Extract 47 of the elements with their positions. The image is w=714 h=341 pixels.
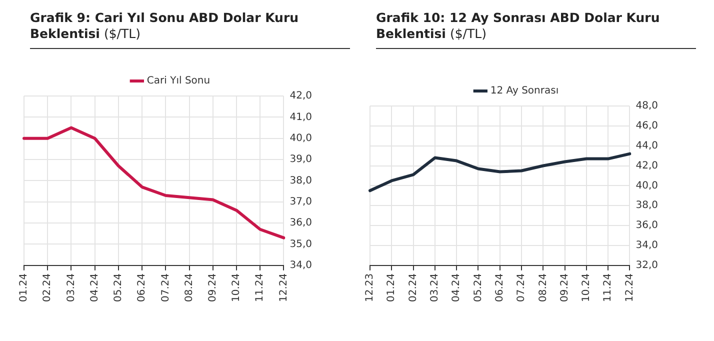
y-tick-label: 32,0 [636,260,658,271]
x-tick-label: 09.24 [207,273,218,302]
x-tick-label: 10.24 [581,273,592,302]
legend-label: Cari Yıl Sonu [146,76,210,87]
x-tick-label: 05.24 [472,273,484,302]
chart-title: Grafik 9: Cari Yıl Sonu ABD Dolar Kuru Beklentisi ($/TL) [30,10,299,41]
x-tick-label: 07.24 [516,273,528,302]
x-tick-label: 03.24 [430,273,441,302]
y-tick-label: 38,0 [290,175,312,186]
x-tick-label: 09.24 [559,273,570,302]
y-tick-label: 36,0 [290,218,312,229]
x-tick-label: 03.24 [66,273,77,302]
y-tick-label: 42,0 [636,160,658,172]
legend-label: 12 Ay Sonrası [490,86,559,97]
y-tick-label: 44,0 [636,140,658,152]
y-tick-label: 42,0 [290,90,312,102]
x-tick-label: 02.24 [408,273,419,302]
x-tick-label: 05.24 [113,273,124,302]
y-tick-label: 36,0 [636,220,658,232]
y-tick-label: 39,0 [290,154,312,166]
x-tick-label: 11.24 [602,273,614,302]
x-tick-label: 11.24 [254,273,266,302]
y-tick-label: 37,0 [290,196,312,208]
x-tick-label: 01.24 [18,273,30,302]
chart-title: Grafik 10: 12 Ay Sonrası ABD Dolar Kuru Beklentisi ($/TL) [376,10,660,41]
x-tick-label: 08.24 [538,273,549,302]
y-tick-label: 48,0 [636,100,658,112]
y-tick-label: 34,0 [290,260,312,271]
y-tick-label: 40,0 [290,132,312,144]
x-tick-label: 08.24 [184,273,195,302]
y-tick-label: 41,0 [290,112,312,123]
x-tick-label: 12.24 [278,273,290,302]
x-tick-label: 01.24 [386,273,398,302]
x-tick-label: 07.24 [160,273,172,302]
x-tick-label: 10.24 [231,273,242,302]
y-tick-label: 35,0 [290,238,312,250]
y-tick-label: 34,0 [636,240,658,252]
x-tick-label: 12.24 [624,273,636,302]
x-tick-label: 04.24 [451,273,462,302]
x-tick-label: 06.24 [136,273,148,302]
y-tick-label: 40,0 [636,180,658,192]
y-tick-label: 38,0 [636,200,658,212]
x-tick-label: 04.24 [89,273,100,302]
x-tick-label: 12.23 [364,273,376,302]
y-tick-label: 46,0 [636,120,658,132]
x-tick-label: 02.24 [42,273,54,302]
x-tick-label: 06.24 [494,273,506,302]
